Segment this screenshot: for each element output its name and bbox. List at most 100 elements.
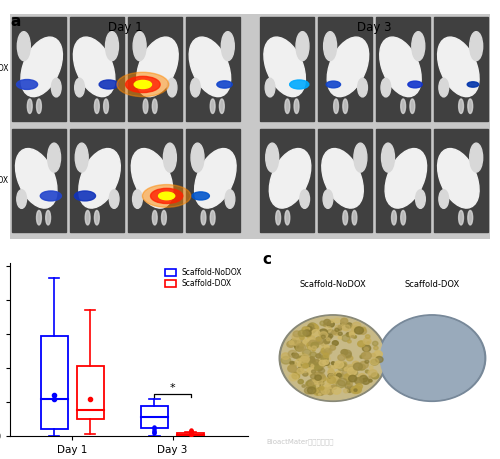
Ellipse shape <box>36 210 42 225</box>
Circle shape <box>348 333 352 337</box>
Circle shape <box>338 378 347 386</box>
Circle shape <box>306 333 310 336</box>
Ellipse shape <box>285 210 290 225</box>
Circle shape <box>328 334 333 338</box>
Circle shape <box>312 377 319 382</box>
Circle shape <box>354 327 364 334</box>
Circle shape <box>332 385 336 388</box>
Circle shape <box>306 368 316 375</box>
Circle shape <box>364 347 368 351</box>
Ellipse shape <box>79 149 120 208</box>
Circle shape <box>296 344 306 351</box>
Ellipse shape <box>36 99 42 113</box>
Circle shape <box>316 360 319 363</box>
FancyBboxPatch shape <box>40 336 68 429</box>
Circle shape <box>308 338 313 341</box>
Circle shape <box>315 363 322 369</box>
Circle shape <box>217 81 232 88</box>
Ellipse shape <box>74 37 115 97</box>
Ellipse shape <box>143 99 148 113</box>
Circle shape <box>344 389 348 393</box>
Circle shape <box>316 341 320 343</box>
Circle shape <box>314 372 322 378</box>
Circle shape <box>320 391 324 395</box>
Circle shape <box>312 346 316 350</box>
Ellipse shape <box>94 210 100 225</box>
Circle shape <box>351 387 360 393</box>
Circle shape <box>315 339 322 344</box>
Circle shape <box>287 341 294 347</box>
Circle shape <box>348 389 352 392</box>
Circle shape <box>294 372 298 375</box>
Circle shape <box>319 351 328 358</box>
Circle shape <box>319 381 324 386</box>
Circle shape <box>303 339 310 345</box>
Ellipse shape <box>358 78 368 97</box>
Bar <box>186 129 240 232</box>
Circle shape <box>360 361 368 369</box>
Ellipse shape <box>194 149 236 208</box>
Circle shape <box>306 382 314 388</box>
Circle shape <box>338 336 342 339</box>
Ellipse shape <box>300 190 310 208</box>
Circle shape <box>302 354 308 360</box>
Circle shape <box>299 353 306 358</box>
Circle shape <box>308 324 314 329</box>
Circle shape <box>295 344 304 351</box>
Circle shape <box>310 374 316 379</box>
Circle shape <box>348 375 356 382</box>
Circle shape <box>359 328 366 334</box>
Circle shape <box>310 324 318 331</box>
Bar <box>186 17 240 121</box>
Circle shape <box>324 353 329 358</box>
Circle shape <box>295 359 304 366</box>
Circle shape <box>340 318 347 324</box>
Circle shape <box>336 374 342 377</box>
Circle shape <box>298 339 306 346</box>
Ellipse shape <box>191 143 204 172</box>
Ellipse shape <box>133 32 146 61</box>
Circle shape <box>314 368 318 370</box>
Text: Day 3: Day 3 <box>357 21 392 34</box>
Text: Scaffold-DOX: Scaffold-DOX <box>404 280 460 289</box>
Circle shape <box>361 327 366 331</box>
Bar <box>12 129 66 232</box>
Circle shape <box>289 341 294 345</box>
Circle shape <box>304 330 311 336</box>
Circle shape <box>344 374 351 381</box>
Circle shape <box>332 362 335 364</box>
Ellipse shape <box>167 78 177 97</box>
Circle shape <box>282 353 290 359</box>
Circle shape <box>292 353 298 358</box>
Circle shape <box>328 376 336 383</box>
Ellipse shape <box>270 149 311 208</box>
Circle shape <box>332 341 338 346</box>
Circle shape <box>325 339 330 343</box>
Circle shape <box>360 355 362 357</box>
Circle shape <box>318 368 324 373</box>
Circle shape <box>342 325 350 331</box>
Ellipse shape <box>296 32 309 61</box>
Circle shape <box>358 374 366 380</box>
Circle shape <box>315 372 318 375</box>
Circle shape <box>326 357 330 360</box>
Circle shape <box>192 192 210 200</box>
Circle shape <box>324 361 330 365</box>
Ellipse shape <box>189 37 230 97</box>
Circle shape <box>354 378 362 384</box>
Circle shape <box>332 387 341 394</box>
Circle shape <box>346 364 354 371</box>
Ellipse shape <box>322 149 364 208</box>
Circle shape <box>308 357 315 362</box>
Circle shape <box>99 80 118 89</box>
Circle shape <box>300 336 304 339</box>
Circle shape <box>366 335 370 338</box>
Circle shape <box>281 357 290 364</box>
Circle shape <box>352 386 362 393</box>
Circle shape <box>350 332 354 337</box>
Circle shape <box>306 332 311 337</box>
Circle shape <box>354 389 357 392</box>
Circle shape <box>316 354 321 358</box>
Circle shape <box>331 377 340 384</box>
Circle shape <box>324 339 330 344</box>
